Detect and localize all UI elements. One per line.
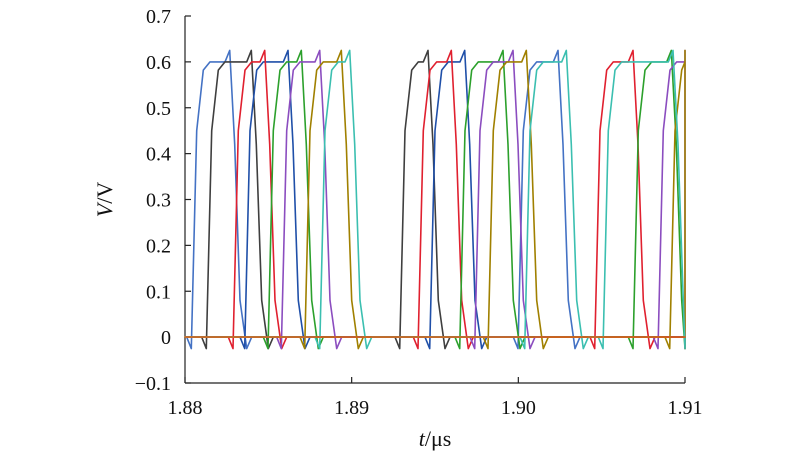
y-tick-label: 0.6 bbox=[146, 52, 171, 74]
x-tick-label: 1.89 bbox=[334, 397, 369, 419]
y-tick-label: 0.1 bbox=[146, 281, 171, 303]
y-axis-title: V/V bbox=[92, 182, 117, 218]
series-line-4 bbox=[184, 49, 686, 350]
y-tick-label: 0.2 bbox=[146, 235, 171, 257]
y-tick-label: 0.3 bbox=[146, 190, 171, 212]
series-line-6 bbox=[184, 49, 686, 350]
y-tick-label: 0.5 bbox=[146, 98, 171, 120]
y-tick-label: −0.1 bbox=[135, 373, 171, 395]
y-tick-label: 0.4 bbox=[146, 144, 171, 166]
y-tick-label: 0.7 bbox=[146, 6, 171, 28]
x-tick-label: 1.88 bbox=[168, 397, 203, 419]
series-line-8 bbox=[184, 49, 686, 350]
series-line-2 bbox=[184, 49, 686, 350]
x-tick-label: 1.90 bbox=[501, 397, 536, 419]
y-tick-label: 0 bbox=[161, 327, 171, 349]
x-axis-title: t/μs bbox=[419, 426, 452, 451]
x-tick-label: 1.91 bbox=[668, 397, 703, 419]
axes bbox=[184, 15, 686, 384]
series-line-7 bbox=[184, 49, 686, 350]
axis-labels: −0.1 0 0.1 0.2 0.3 0.4 0.5 0.6 0.7 1.88 1.89 1.90 1.… bbox=[92, 6, 703, 451]
plot-area bbox=[184, 49, 686, 350]
